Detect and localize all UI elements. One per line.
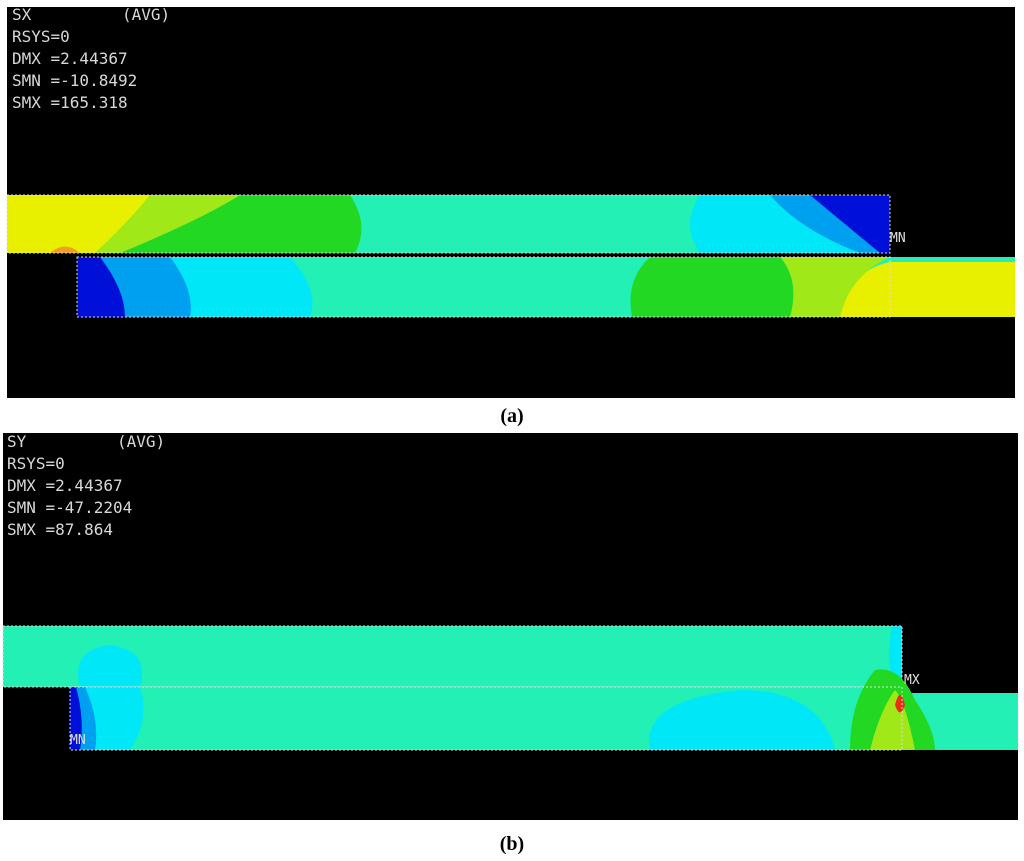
- top-beam: [2, 625, 903, 688]
- result-label: SX: [12, 5, 32, 24]
- info-line: DMX =2.44367: [12, 49, 128, 68]
- caption: (a): [500, 405, 523, 427]
- info-line: RSYS=0: [7, 454, 65, 473]
- top-beam: [6, 194, 891, 254]
- node-marker: MX: [904, 673, 920, 688]
- node-marker: MN: [890, 231, 906, 246]
- result-label: SY: [7, 432, 27, 451]
- avg-label: (AVG): [122, 5, 170, 24]
- node-marker: MN: [70, 733, 86, 748]
- caption: (b): [500, 833, 524, 855]
- bottom-beam: [69, 669, 1018, 751]
- panel-b: SY (AVG) RSYS=0 DMX =2.44367 SMN =-47.22…: [2, 432, 1018, 855]
- info-line: SMN =-47.2204: [7, 498, 132, 517]
- info-line: SMX =165.318: [12, 93, 128, 112]
- info-line: DMX =2.44367: [7, 476, 123, 495]
- info-line: SMX =87.864: [7, 520, 113, 539]
- info-line: SMN =-10.8492: [12, 71, 137, 90]
- bottom-beam: [76, 256, 1015, 318]
- info-line: RSYS=0: [12, 27, 70, 46]
- avg-label: (AVG): [117, 432, 165, 451]
- panel-a: SX (AVG) RSYS=0 DMX =2.44367 SMN =-10.84…: [6, 5, 1015, 427]
